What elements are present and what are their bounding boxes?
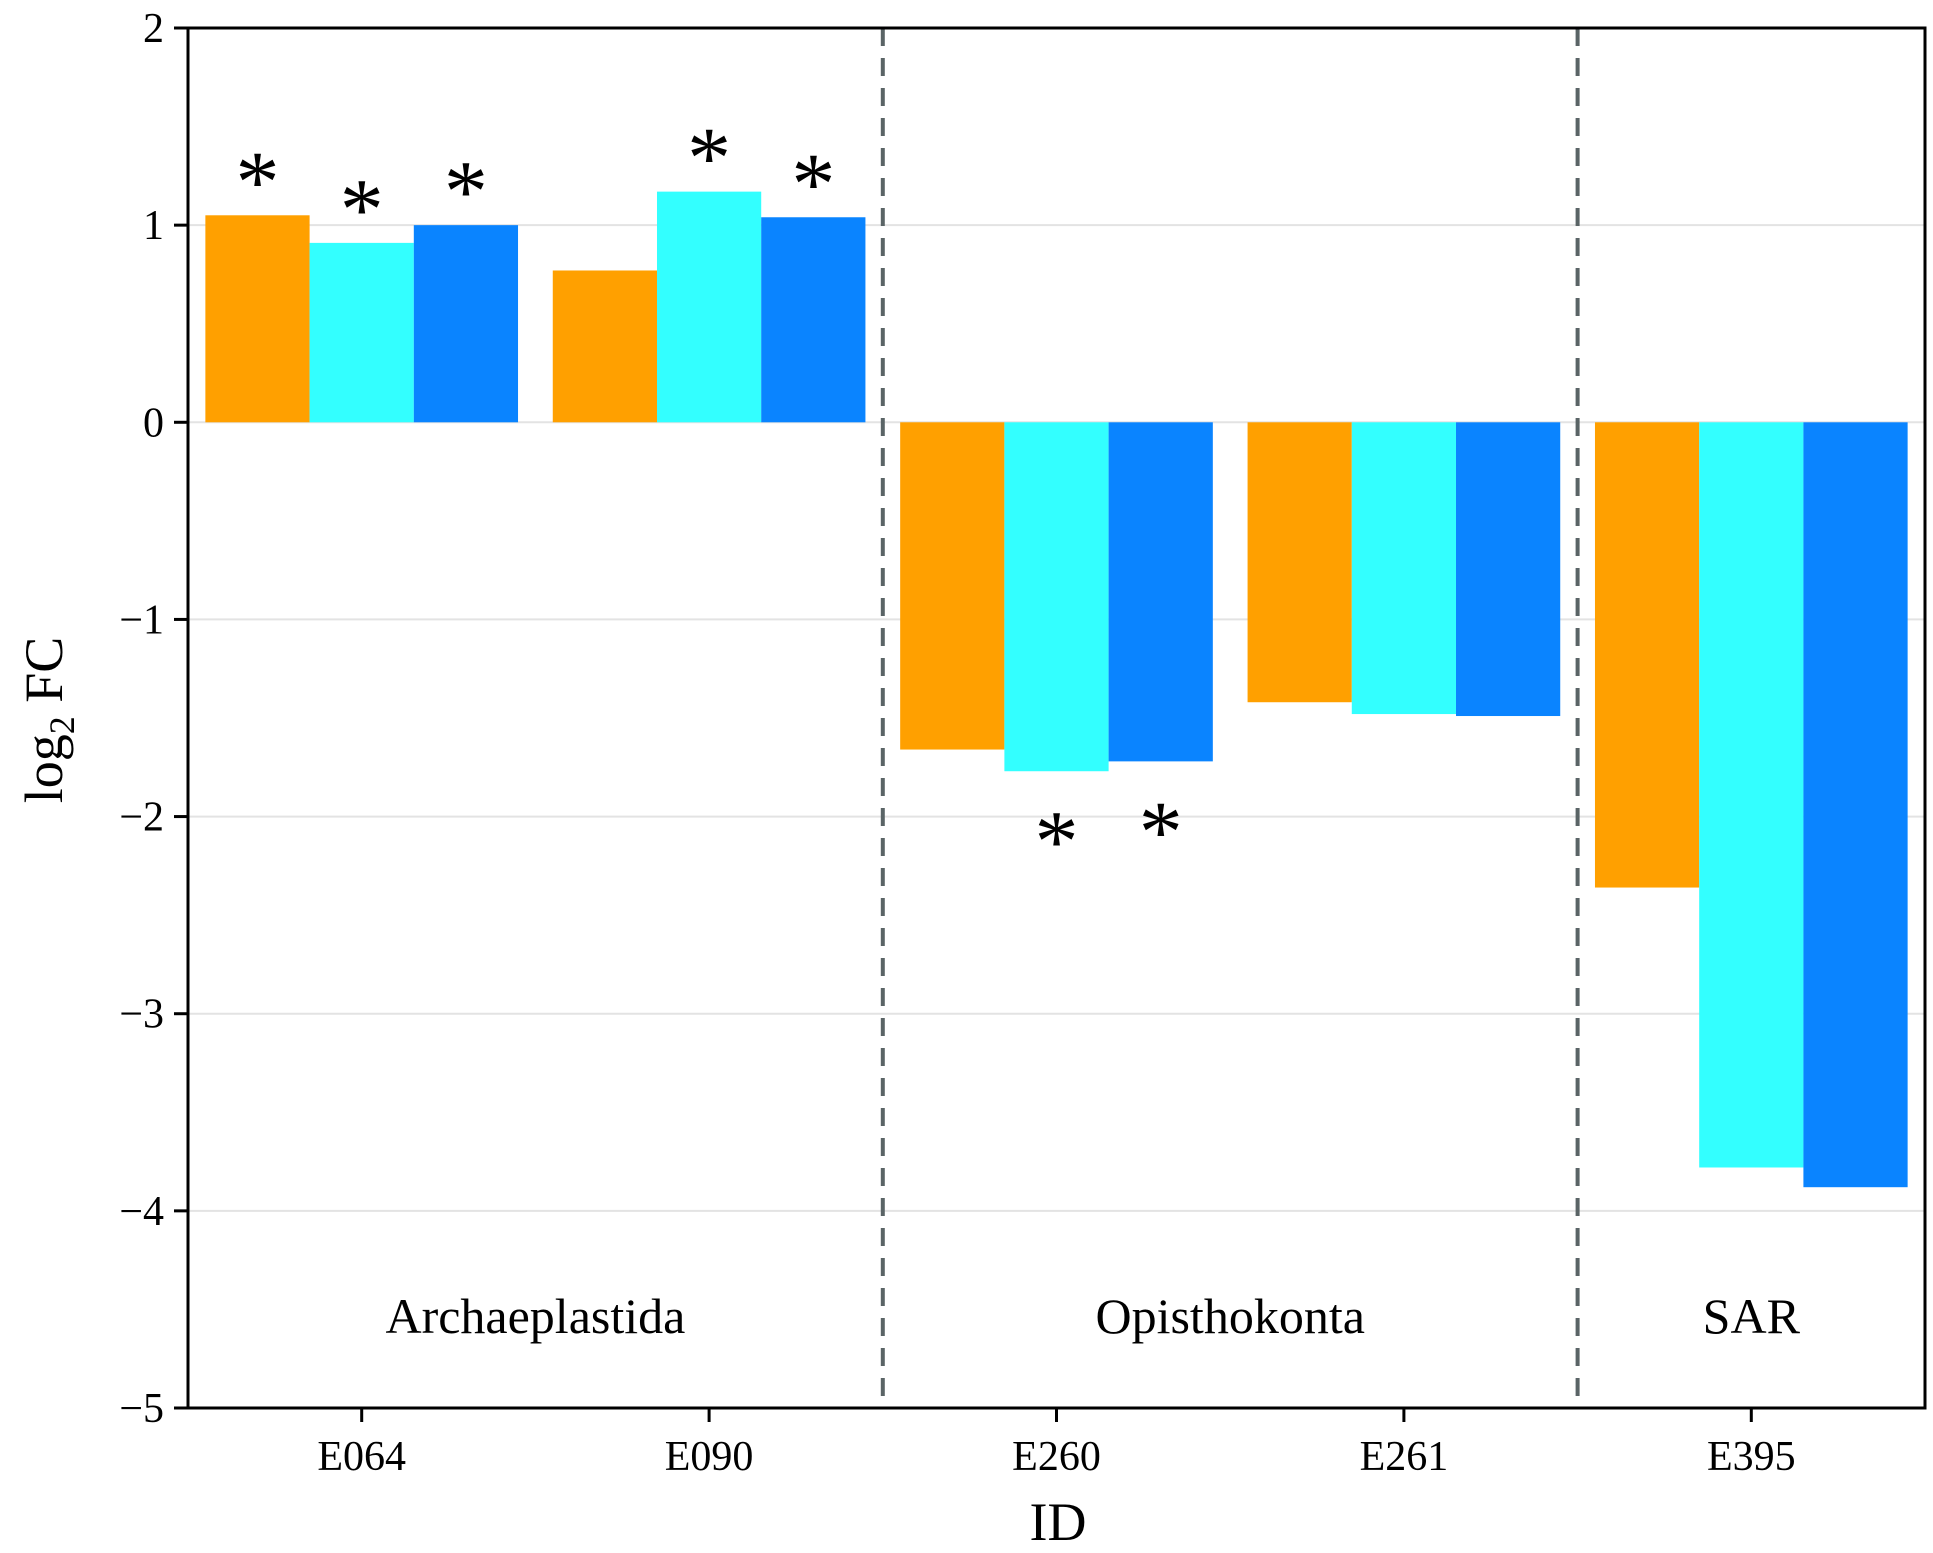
bar-E090-series-1 <box>552 270 657 423</box>
y-tick-label: 0 <box>143 400 164 446</box>
bar-E261-series-1 <box>1247 422 1352 703</box>
bar-E395-series-3 <box>1803 422 1908 1188</box>
bar-E395-series-1 <box>1594 422 1700 888</box>
bar-E260-series-2 <box>1004 422 1109 772</box>
significance-asterisk: * <box>235 134 279 231</box>
y-tick-label: −4 <box>119 1189 164 1235</box>
x-tick-label-e395: E395 <box>1707 1434 1796 1480</box>
bar-E260-series-3 <box>1108 422 1213 762</box>
bar-E261-series-3 <box>1456 422 1561 717</box>
axes <box>174 26 1927 1422</box>
bar-E260-series-1 <box>900 422 1005 750</box>
bar-E064-series-2 <box>309 242 414 423</box>
y-axis-title-subscript: 2 <box>42 716 82 734</box>
y-tick-label: −1 <box>119 597 164 643</box>
labels: Archaeplastida Opisthokonta SAR * * * * * * * 2 1 0 −… <box>119 6 1800 1480</box>
y-tick-label: −5 <box>119 1386 164 1432</box>
y-axis-title-rest: FC <box>14 637 74 717</box>
y-axis-title: log2 FC <box>14 637 82 804</box>
bar-E261-series-2 <box>1351 422 1457 715</box>
significance-asterisk: * <box>1035 794 1079 891</box>
significance-asterisk: * <box>687 111 731 208</box>
y-tick-label: −2 <box>119 795 164 841</box>
bars <box>205 191 1908 1188</box>
y-tick-label: 1 <box>143 203 164 249</box>
x-tick-label-e260: E260 <box>1012 1434 1101 1480</box>
bar-E090-series-3 <box>761 217 866 423</box>
bar-E395-series-2 <box>1699 422 1804 1168</box>
x-axis-title: ID <box>1030 1492 1087 1552</box>
bar-E064-series-1 <box>205 215 310 423</box>
y-tick-label: −3 <box>119 992 164 1038</box>
x-tick-label-e064: E064 <box>317 1434 406 1480</box>
group-label-opisthokonta: Opisthokonta <box>1095 1288 1364 1344</box>
x-tick-label-e090: E090 <box>665 1434 754 1480</box>
bar-E090-series-2 <box>656 191 762 423</box>
significance-asterisk: * <box>340 162 384 259</box>
group-label-archaeplastida: Archaeplastida <box>385 1288 685 1344</box>
x-tick-label-e261: E261 <box>1360 1434 1449 1480</box>
significance-asterisk: * <box>1139 784 1183 881</box>
significance-asterisk: * <box>791 136 835 233</box>
bar-E064-series-3 <box>413 225 519 423</box>
significance-asterisk: * <box>444 144 488 241</box>
y-axis-title-main: log <box>14 734 74 803</box>
group-label-sar: SAR <box>1703 1288 1801 1344</box>
y-tick-label: 2 <box>143 6 164 52</box>
group-separators <box>880 28 1580 1408</box>
